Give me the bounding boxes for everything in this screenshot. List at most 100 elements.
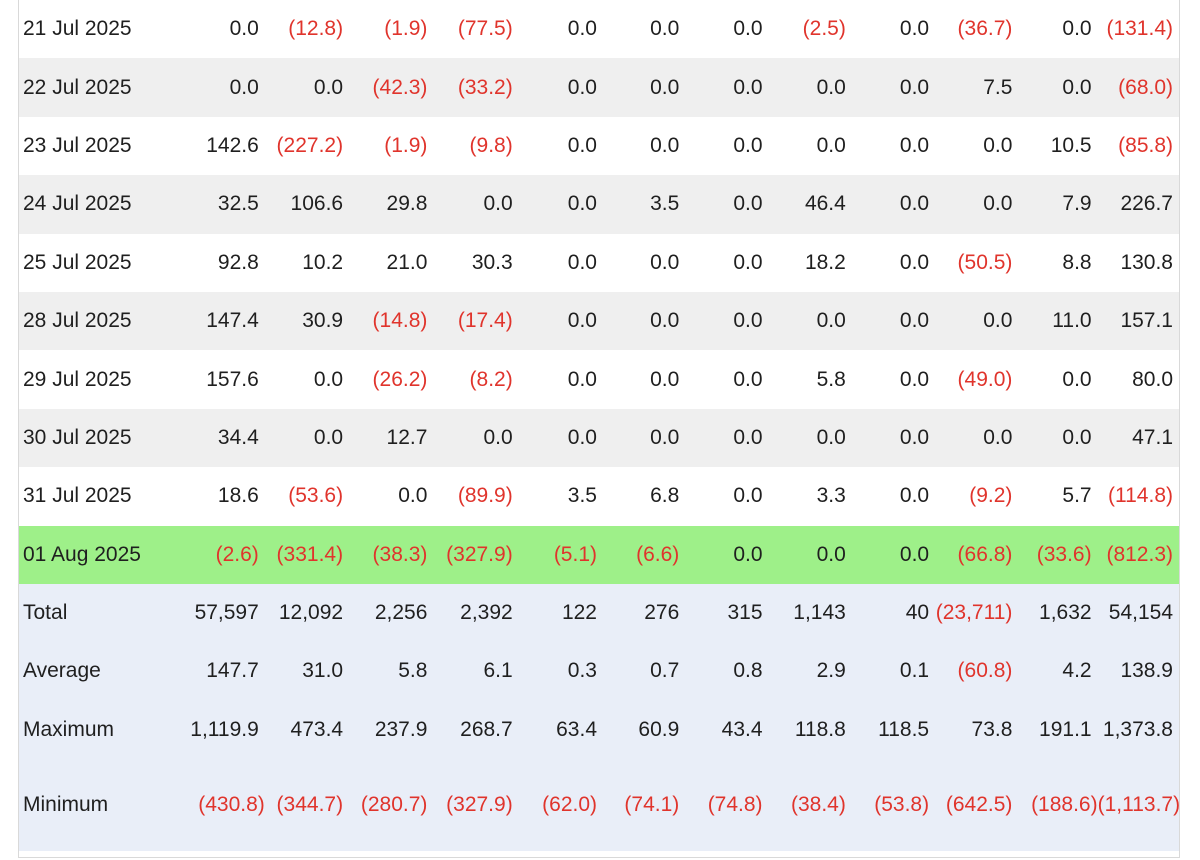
table-cell: 118.8 — [768, 700, 852, 760]
table-row: 30 Jul 2025 34.4 0.0 12.7 0.0 0.0 0.0 0.0 0.0 0.0… — [19, 408, 1179, 468]
table-cell: (74.1) — [603, 759, 686, 852]
row-date: 21 Jul 2025 — [19, 0, 176, 59]
table-cell: 6.8 — [603, 467, 686, 526]
table-cell: 237.9 — [349, 700, 434, 760]
row-date: 31 Jul 2025 — [19, 467, 176, 526]
table-cell: 0.3 — [518, 642, 603, 701]
table-cell: 0.0 — [685, 0, 769, 59]
table-row: 21 Jul 2025 0.0 (12.8) (1.9) (77.5) 0.0 0.0 0.0… — [19, 0, 1179, 59]
table-cell: 191.1 — [1018, 700, 1098, 760]
table-cell: 40 — [851, 583, 936, 643]
table-cell: 0.0 — [851, 116, 936, 176]
table-cell: 80.0 — [1097, 350, 1179, 409]
table-cell: 3.5 — [603, 175, 686, 234]
table-cell: (33.2) — [433, 58, 519, 117]
table-row: 23 Jul 2025 142.6 (227.2) (1.9) (9.8) 0.0 0.0 0… — [19, 116, 1179, 176]
row-date: 01 Aug 2025 — [19, 525, 176, 584]
table-cell: 34.4 — [175, 408, 265, 468]
table-cell: 0.0 — [851, 0, 936, 59]
table-cell: 147.4 — [175, 291, 265, 351]
table-cell: 46.4 — [768, 175, 852, 234]
table-cell: 0.0 — [1018, 0, 1098, 59]
flows-table: 21 Jul 2025 0.0 (12.8) (1.9) (77.5) 0.0 0.0 0.0… — [19, 0, 1180, 852]
table-cell: 0.0 — [851, 350, 936, 409]
table-cell: 7.9 — [1018, 175, 1098, 234]
table-cell: (9.8) — [433, 116, 519, 176]
table-cell: 0.0 — [768, 116, 852, 176]
table-cell: 0.0 — [264, 58, 350, 117]
table-cell: 0.0 — [175, 58, 265, 117]
table-cell: 0.0 — [1018, 350, 1098, 409]
table-cell: (53.8) — [851, 759, 936, 852]
summary-row-minimum: Minimum (430.8) (344.7) (280.7) (327.9) (62.0… — [19, 759, 1180, 852]
table-cell: 122 — [518, 583, 603, 643]
table-cell: 0.0 — [433, 175, 519, 234]
table-cell: 30.3 — [433, 233, 519, 292]
table-cell: (53.6) — [264, 467, 350, 526]
table-cell: (36.7) — [935, 0, 1019, 59]
row-date: 24 Jul 2025 — [19, 175, 176, 234]
flows-table-container: 21 Jul 2025 0.0 (12.8) (1.9) (77.5) 0.0 0.0 0.0… — [18, 0, 1180, 858]
table-cell: (68.0) — [1097, 58, 1179, 117]
table-cell: 1,373.8 — [1097, 700, 1179, 760]
table-cell: 0.0 — [433, 408, 519, 468]
table-cell: 21.0 — [349, 233, 434, 292]
table-cell: (14.8) — [349, 291, 434, 351]
table-cell: 473.4 — [264, 700, 350, 760]
table-cell: 0.0 — [935, 175, 1019, 234]
table-cell: 0.0 — [685, 291, 769, 351]
table-cell: 0.0 — [518, 175, 603, 234]
table-row: 24 Jul 2025 32.5 106.6 29.8 0.0 0.0 3.5 0.0 46.4… — [19, 175, 1179, 234]
row-date: 23 Jul 2025 — [19, 116, 176, 176]
table-cell: (1.9) — [349, 116, 434, 176]
table-cell: (42.3) — [349, 58, 434, 117]
table-cell: 10.5 — [1018, 116, 1098, 176]
row-date: 25 Jul 2025 — [19, 233, 176, 292]
table-cell: (344.7) — [264, 759, 350, 852]
table-cell: 157.1 — [1097, 291, 1179, 351]
table-cell: 0.0 — [768, 408, 852, 468]
table-cell: 18.2 — [768, 233, 852, 292]
summary-label: Total — [19, 583, 176, 643]
table-cell: 0.0 — [685, 116, 769, 176]
table-cell: (280.7) — [349, 759, 434, 852]
table-cell: 0.0 — [175, 0, 265, 59]
table-cell: 43.4 — [685, 700, 769, 760]
table-cell: 0.0 — [685, 175, 769, 234]
table-cell: 1,632 — [1018, 583, 1098, 643]
table-cell: 2,392 — [433, 583, 519, 643]
row-date: 30 Jul 2025 — [19, 408, 176, 468]
table-cell: 11.0 — [1018, 291, 1098, 351]
table-cell: (331.4) — [264, 525, 350, 584]
table-cell: 32.5 — [175, 175, 265, 234]
table-cell: 4.2 — [1018, 642, 1098, 701]
table-row: 28 Jul 2025 147.4 30.9 (14.8) (17.4) 0.0 0.0 0.… — [19, 291, 1179, 351]
table-cell: 0.0 — [685, 58, 769, 117]
summary-label: Minimum — [19, 759, 176, 852]
table-cell: (327.9) — [433, 525, 519, 584]
table-cell: 5.8 — [768, 350, 852, 409]
table-cell: (23,711) — [935, 583, 1019, 643]
table-cell: 0.0 — [603, 408, 686, 468]
table-cell: 0.0 — [349, 467, 434, 526]
table-cell: 142.6 — [175, 116, 265, 176]
table-body: 21 Jul 2025 0.0 (12.8) (1.9) (77.5) 0.0 0.0 0.0… — [19, 0, 1180, 852]
table-cell: 8.8 — [1018, 233, 1098, 292]
table-cell: 0.0 — [518, 116, 603, 176]
row-date: 29 Jul 2025 — [19, 350, 176, 409]
table-cell: 0.0 — [685, 525, 769, 584]
table-cell: 0.0 — [603, 58, 686, 117]
table-cell: (26.2) — [349, 350, 434, 409]
table-cell: 0.0 — [851, 291, 936, 351]
table-cell: (50.5) — [935, 233, 1019, 292]
table-cell: 5.7 — [1018, 467, 1098, 526]
table-cell: 0.0 — [518, 58, 603, 117]
summary-row-total: Total 57,597 12,092 2,256 2,392 122 276 315 1,14… — [19, 583, 1179, 643]
table-cell: (812.3) — [1097, 525, 1179, 584]
table-cell: 0.0 — [518, 408, 603, 468]
table-cell: 29.8 — [349, 175, 434, 234]
table-row: 22 Jul 2025 0.0 0.0 (42.3) (33.2) 0.0 0.0 0.0 0.… — [19, 58, 1179, 117]
table-cell: (5.1) — [518, 525, 603, 584]
table-cell: (2.6) — [175, 525, 265, 584]
row-date: 22 Jul 2025 — [19, 58, 176, 117]
